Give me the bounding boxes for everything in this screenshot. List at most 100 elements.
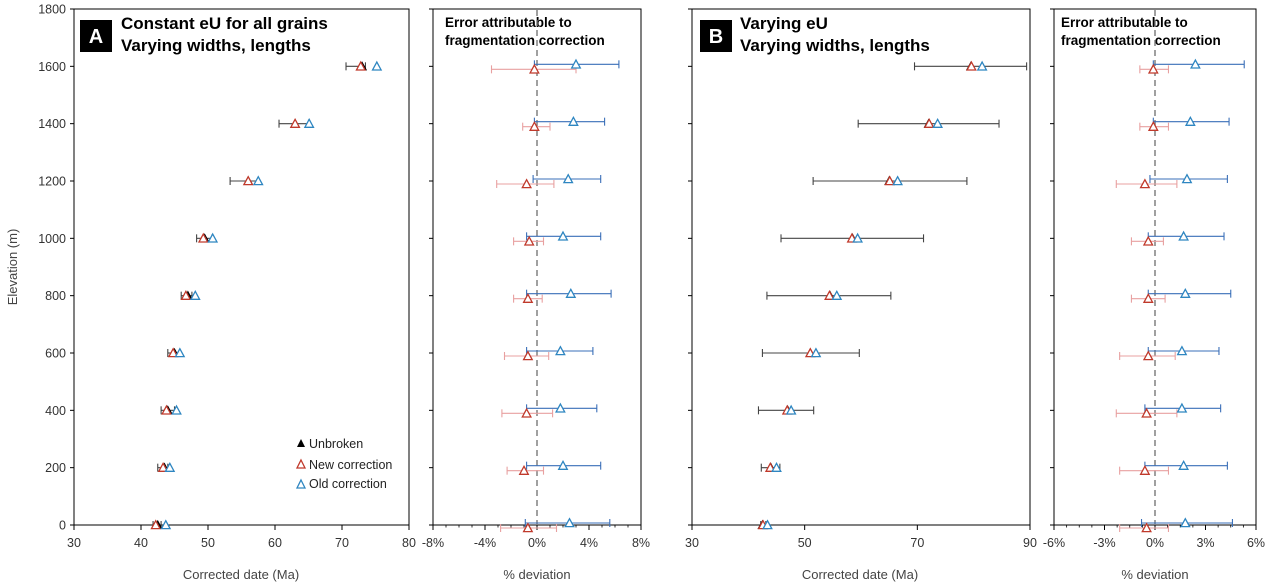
b_dev-old-marker [1184, 116, 1196, 126]
b_dev-x-tick-label: -3% [1093, 536, 1115, 550]
b_dev-new-marker [1142, 293, 1154, 303]
y-tick-label: 1400 [38, 117, 66, 131]
a_dev-x-tick-label: -4% [474, 536, 496, 550]
a-old-marker [207, 232, 219, 243]
b_dev-old-marker [1176, 402, 1188, 413]
legend: Unbroken New correction Old correction [295, 437, 392, 491]
b-new-marker [824, 290, 835, 300]
b_dev-new-marker [1147, 121, 1159, 131]
a_dev-new-marker [522, 522, 534, 533]
a_dev-old-marker [570, 58, 582, 69]
a-old-marker [164, 462, 176, 472]
a_dev-new-marker [521, 178, 532, 189]
b_dev-old-marker [1179, 288, 1191, 298]
a_dev-new-marker [518, 465, 530, 475]
b_dev-new-marker [1142, 350, 1154, 361]
a-x-tick-label: 70 [335, 536, 349, 550]
b-old-marker [852, 232, 864, 243]
panel-a-x-ticks: 30 40 50 60 70 80 [67, 525, 416, 550]
panel-b-dev-xlabel: % deviation [1121, 567, 1188, 582]
b-old-marker [810, 347, 822, 358]
a-new-marker [161, 404, 172, 415]
a-old-marker [303, 118, 315, 128]
b-old-marker [762, 519, 773, 530]
b-old-marker [785, 404, 797, 415]
b_dev-old-marker [1179, 517, 1191, 528]
b-new-marker [966, 60, 977, 71]
panel-a-title-line1: Constant eU for all grains [121, 14, 328, 33]
y-tick-label: 600 [45, 347, 66, 361]
b_dev-old-marker [1176, 345, 1188, 356]
panel-b-dev-title-line2: fragmentation correction [1061, 33, 1221, 48]
panel-b-title-line1: Varying eU [740, 14, 828, 33]
b_dev-x-tick-label: 0% [1146, 536, 1164, 550]
b-x-tick-label: 50 [798, 536, 812, 550]
a-x-tick-label: 50 [201, 536, 215, 550]
a_dev-old-marker [555, 402, 566, 413]
panel-a-badge-letter: A [89, 26, 103, 48]
a-new-marker [167, 347, 179, 358]
b_dev-old-marker [1190, 58, 1201, 69]
b_dev-new-marker [1139, 178, 1151, 189]
b_dev-x-tick-label: -6% [1043, 536, 1065, 550]
a_dev-x-tick-label: -8% [422, 536, 444, 550]
panel-a-title-line2: Varying widths, lengths [121, 36, 311, 55]
legend-unbroken-label: Unbroken [309, 437, 363, 451]
a_dev-x-tick-label: 0% [528, 536, 546, 550]
a-new-marker [180, 290, 192, 300]
a_dev-old-marker [568, 116, 579, 126]
a-new-marker [150, 519, 162, 530]
a-new-marker [157, 462, 169, 472]
y-tick-label: 1800 [38, 3, 66, 17]
b-new-marker [923, 118, 935, 128]
panel-b-badge [700, 20, 732, 52]
panel-a-dev-title-line2: fragmentation correction [445, 33, 605, 48]
y-tick-label: 1200 [38, 175, 66, 189]
b-old-marker [831, 290, 843, 300]
y-axis-ticks: 0 200 400 600 800 1000 1200 1400 1600 1800 [38, 3, 1054, 533]
panel-b-dev-marks [1115, 10, 1245, 533]
y-tick-label: 1600 [38, 60, 66, 74]
panel-a-marks [150, 60, 383, 530]
a_dev-new-marker [522, 293, 534, 303]
panel-b-marks [757, 60, 1028, 530]
a_dev-old-marker [555, 345, 566, 356]
b_dev-old-marker [1178, 230, 1190, 241]
b_dev-new-marker [1147, 63, 1159, 74]
a-old-marker [252, 175, 264, 186]
panel-b-title-line2: Varying widths, lengths [740, 36, 930, 55]
panel-b-badge-letter: B [709, 26, 723, 48]
a_dev-x-tick-label: 8% [632, 536, 650, 550]
panel-a-dev-x-ticks: -8% -4% 0% 4% 8% [422, 525, 650, 550]
a_dev-new-marker [529, 63, 540, 74]
b-x-tick-label: 70 [910, 536, 924, 550]
a-new-marker [355, 60, 367, 71]
a_dev-old-marker [562, 173, 574, 184]
panel-b-xlabel: Corrected date (Ma) [802, 567, 918, 582]
y-axis-label: Elevation (m) [5, 229, 20, 306]
b-new-marker [764, 462, 776, 472]
panel-b-dev-frame [1053, 8, 1257, 526]
a-x-tick-label: 40 [134, 536, 148, 550]
a_dev-old-marker [565, 288, 577, 298]
b-new-marker [884, 175, 896, 186]
a-old-marker [189, 290, 201, 300]
legend-unbroken-marker [297, 439, 305, 447]
y-tick-label: 0 [59, 519, 66, 533]
a-old-marker [174, 347, 186, 358]
b_dev-x-tick-label: 6% [1247, 536, 1265, 550]
a-old-marker [371, 60, 383, 71]
panel-a-frame [73, 8, 410, 526]
a-x-tick-label: 60 [268, 536, 282, 550]
a-new-marker [289, 118, 301, 128]
b-x-tick-label: 30 [685, 536, 699, 550]
a-new-marker [242, 175, 254, 186]
panel-a-badge [80, 20, 112, 52]
panel-a-dev-xlabel: % deviation [503, 567, 570, 582]
panel-b-dev-x-ticks: -6% -3% 0% 3% 6% [1043, 525, 1265, 550]
a-old-marker [160, 519, 172, 530]
panel-a-dev-marks [490, 10, 620, 533]
y-tick-label: 1000 [38, 232, 66, 246]
y-tick-label: 200 [45, 461, 66, 475]
legend-old-label: Old correction [309, 477, 387, 491]
